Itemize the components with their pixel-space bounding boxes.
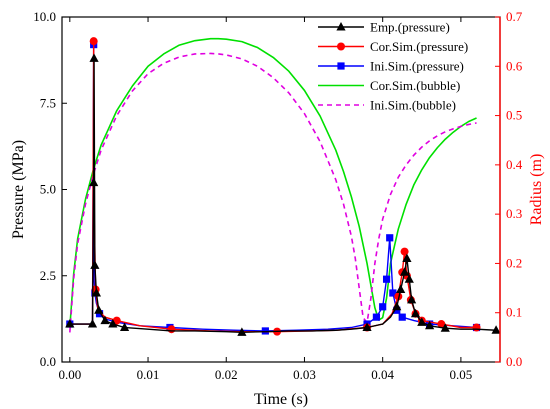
y-right-tick-label: 0.1 bbox=[506, 305, 522, 320]
y-right-tick-label: 0.5 bbox=[506, 108, 522, 123]
data-point bbox=[167, 325, 176, 334]
y-right-tick-label: 0.0 bbox=[506, 354, 522, 369]
x-axis-title: Time (s) bbox=[254, 391, 308, 408]
y-right-tick-label: 0.7 bbox=[506, 9, 523, 24]
data-point bbox=[91, 288, 102, 297]
data-point bbox=[417, 317, 427, 326]
data-point bbox=[440, 323, 450, 332]
series-line-ini-sim-bubble bbox=[69, 52, 477, 333]
data-point bbox=[362, 322, 372, 331]
y-left-tick-label: 5.0 bbox=[40, 182, 56, 197]
data-point bbox=[237, 327, 247, 336]
data-point bbox=[396, 284, 406, 294]
data-point bbox=[382, 275, 391, 283]
legend-label: Cor.Sim.(pressure) bbox=[370, 39, 468, 54]
data-point bbox=[472, 323, 481, 332]
legend-label: Emp.(pressure) bbox=[370, 20, 450, 35]
data-point bbox=[399, 267, 410, 276]
legend-label: Cor.Sim.(bubble) bbox=[370, 78, 460, 93]
x-tick-label: 0.05 bbox=[450, 367, 473, 382]
series-emp-pressure bbox=[65, 53, 500, 336]
data-point bbox=[407, 294, 417, 304]
y-left-tick-label: 7.5 bbox=[40, 95, 56, 110]
data-point bbox=[394, 292, 403, 301]
legend-marker bbox=[337, 62, 345, 70]
series-line-cor-sim-bubble bbox=[69, 37, 477, 328]
data-point bbox=[94, 305, 104, 314]
legend-item-emp-pressure: Emp.(pressure) bbox=[318, 20, 450, 35]
y-left-tick-label: 2.5 bbox=[40, 268, 56, 283]
x-tick-label: 0.01 bbox=[137, 367, 160, 382]
x-tick-label: 0.00 bbox=[58, 367, 81, 382]
y-left-tick-label: 10.0 bbox=[33, 9, 56, 24]
data-point bbox=[87, 319, 98, 328]
data-point bbox=[89, 177, 99, 187]
y-right-tick-label: 0.4 bbox=[506, 157, 523, 172]
data-point bbox=[90, 260, 100, 269]
y-right-tick-label: 0.2 bbox=[506, 255, 522, 270]
data-point bbox=[410, 308, 421, 318]
data-point bbox=[400, 247, 409, 256]
y-left-axis-title: Pressure (MPa) bbox=[10, 140, 27, 239]
legend-item-cor-sim-bubble: Cor.Sim.(bubble) bbox=[318, 78, 460, 93]
y-right-tick-label: 0.6 bbox=[506, 58, 523, 73]
data-point bbox=[89, 53, 99, 62]
y-right-tick-label: 0.3 bbox=[506, 206, 522, 221]
data-point bbox=[65, 319, 75, 328]
legend-item-ini-sim-pressure: Ini.Sim.(pressure) bbox=[318, 59, 464, 74]
data-point bbox=[119, 322, 130, 331]
data-point bbox=[437, 320, 446, 329]
x-tick-label: 0.04 bbox=[371, 367, 394, 382]
data-point bbox=[402, 253, 412, 262]
data-point bbox=[404, 274, 414, 283]
data-point bbox=[392, 301, 402, 311]
series-ini-sim-bubble bbox=[69, 52, 477, 333]
data-point bbox=[389, 289, 397, 297]
data-point bbox=[386, 234, 394, 242]
data-point bbox=[100, 315, 110, 325]
legend-marker bbox=[337, 42, 345, 51]
y-left-tick-label: 0.0 bbox=[40, 354, 56, 369]
legend-item-cor-sim-pressure: Cor.Sim.(pressure) bbox=[318, 39, 468, 54]
legend-marker bbox=[336, 22, 346, 31]
data-point bbox=[491, 325, 500, 334]
data-point bbox=[372, 313, 381, 321]
y-right-axis-title: Radius (m) bbox=[528, 154, 545, 226]
legend-label: Ini.Sim.(bubble) bbox=[370, 98, 456, 113]
x-tick-label: 0.02 bbox=[215, 367, 238, 382]
x-tick-label: 0.03 bbox=[293, 367, 316, 382]
data-point bbox=[398, 313, 406, 321]
legend-item-ini-sim-bubble: Ini.Sim.(bubble) bbox=[318, 98, 456, 113]
data-point bbox=[89, 37, 98, 46]
data-point bbox=[379, 303, 387, 311]
data-point bbox=[425, 320, 435, 330]
legend-label: Ini.Sim.(pressure) bbox=[370, 59, 464, 74]
series-cor-sim-bubble bbox=[69, 37, 477, 328]
data-point bbox=[108, 319, 118, 328]
